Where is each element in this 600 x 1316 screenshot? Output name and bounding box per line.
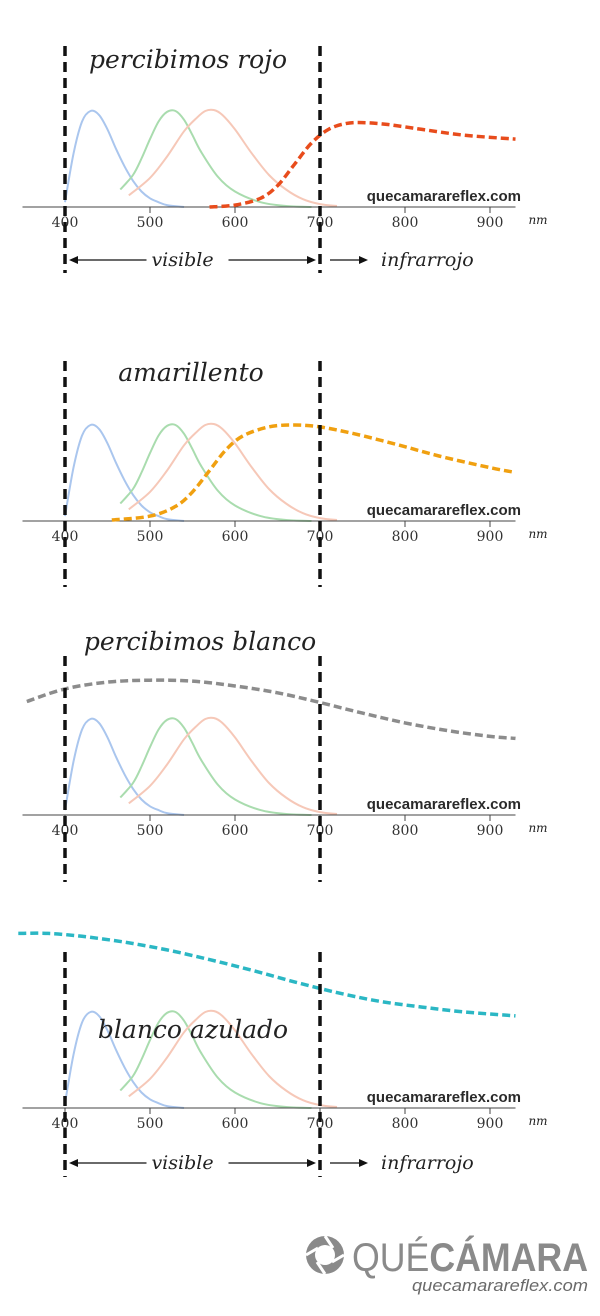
x-tick-label: 500 [137,823,164,839]
infrared-label: infrarrojo [381,1152,474,1174]
x-tick-label: 700 [307,823,334,839]
watermark-text: quecamarareflex.com [367,796,521,813]
s-cone-curve [64,1010,185,1109]
panel-title: percibimos blanco [84,627,316,656]
x-tick-label: 600 [222,529,249,545]
s-cone-curve [64,423,185,522]
chart-panel-4: 400 500 600 700 800 900 nm quecamarareflex.com b… [18,931,548,1177]
x-axis-unit-label: nm [528,821,547,835]
chart-panel-1: 400500600700800900nmquecamarareflex.comp… [22,45,548,273]
brand-logo: QUÉCÁMARA quecamarareflex.com [305,1235,588,1295]
panel-title: blanco azulado [98,1015,288,1044]
l-cone-curve [128,108,338,207]
visible-label: visible [151,1152,213,1174]
illuminant-curve [26,678,516,741]
panel-title: percibimos rojo [89,45,287,74]
x-tick-label: 900 [477,823,504,839]
m-cone-curve [119,109,312,208]
x-axis-unit-label: nm [528,527,547,541]
m-cone-curve [119,717,312,816]
chart-panel-2: 400500600700800900nmquecamarareflex.coma… [22,358,548,587]
arrowhead-right-icon [307,1159,316,1167]
s-cone-curve [64,109,185,208]
l-cone-curve [128,1009,338,1108]
x-tick-label: 600 [222,823,249,839]
visible-label: visible [151,249,213,271]
logo-prefix: QUÉ [352,1235,429,1280]
x-tick-label: 600 [222,1116,249,1132]
x-tick-label: 500 [137,529,164,545]
x-tick-label: 700 [307,1116,334,1132]
watermark-text: quecamarareflex.com [367,1089,521,1106]
x-tick-label: 500 [137,215,164,231]
x-tick-label: 800 [392,1116,419,1132]
x-tick-label: 800 [392,823,419,839]
x-tick-label: 400 [52,823,79,839]
logo-wordmark: QUÉCÁMARA [352,1235,588,1280]
x-tick-label: 900 [477,529,504,545]
infrared-label: infrarrojo [381,249,474,271]
illuminant-curve [111,423,516,522]
illuminant-curve [18,931,516,1018]
camera-shutter-icon [305,1235,345,1275]
panel-title: amarillento [118,358,263,387]
x-axis-unit-label: nm [528,1114,547,1128]
x-tick-label: 900 [477,1116,504,1132]
x-tick-label: 500 [137,1116,164,1132]
chart-panels: 400 500 600 700 800 900 nm quecamarareflex.com p… [18,45,548,1177]
arrowhead-infrared-icon [359,1159,368,1167]
arrowhead-infrared-icon [359,256,368,264]
logo-bold: CÁMARA [429,1235,588,1280]
illuminant-curve [209,120,516,209]
x-tick-label: 800 [392,529,419,545]
l-cone-curve [128,422,338,521]
chart-panel-3: 400 500 600 700 800 900 nm quecamarareflex.com p… [22,627,548,882]
arrowhead-left-icon [69,1159,78,1167]
x-tick-label: 600 [222,215,249,231]
x-tick-label: 400 [52,1116,79,1132]
s-cone-curve [64,717,185,816]
l-cone-curve [128,716,338,815]
arrowhead-right-icon [307,256,316,264]
x-axis-unit-label: nm [528,213,547,227]
logo-url: quecamarareflex.com [412,1276,588,1295]
m-cone-curve [119,1010,312,1109]
x-tick-label: 800 [392,215,419,231]
x-tick-label: 900 [477,215,504,231]
m-cone-curve [119,423,312,522]
watermark-text: quecamarareflex.com [367,502,521,519]
watermark-text: quecamarareflex.com [367,188,521,205]
arrowhead-left-icon [69,256,78,264]
